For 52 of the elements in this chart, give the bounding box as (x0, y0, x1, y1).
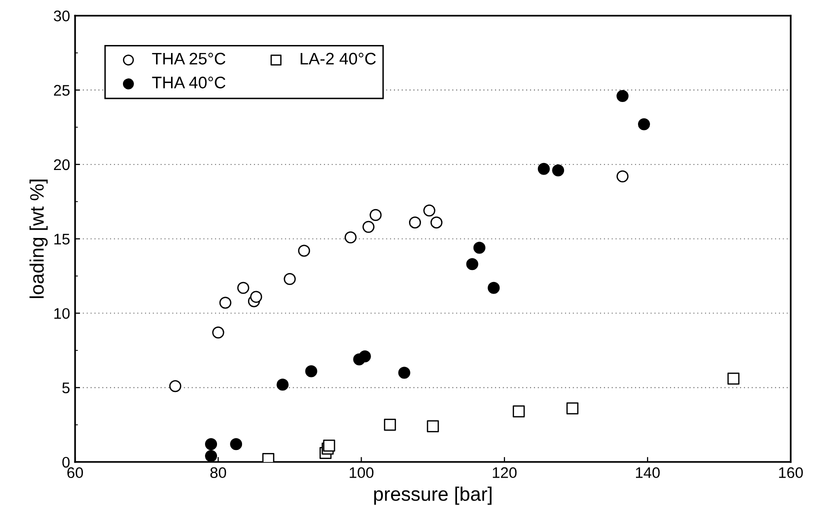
y-axis-title: loading [wt %] (30, 180, 48, 298)
point (638, 118, 650, 130)
x-tick-label: 60 (67, 467, 83, 478)
point (616, 170, 629, 182)
x-tick-label: 160 (779, 467, 803, 478)
point (423, 204, 436, 217)
point (205, 438, 218, 450)
y-tick-label: 15 (54, 234, 70, 244)
x-tick-label: 100 (350, 467, 374, 478)
point (488, 282, 500, 294)
point (212, 326, 224, 339)
x-tick-label: 140 (636, 467, 660, 478)
legend-label: THA 40°C (152, 76, 226, 88)
point (358, 350, 371, 362)
point (219, 296, 232, 309)
point (466, 258, 478, 270)
point (473, 242, 486, 254)
point (205, 450, 218, 462)
point (250, 290, 262, 303)
y-tick-label: 0 (62, 456, 70, 468)
point (538, 162, 550, 175)
point (169, 380, 182, 392)
point (566, 402, 578, 414)
x-tick-label: 80 (210, 467, 226, 478)
point (430, 216, 442, 228)
point (276, 378, 289, 391)
point (305, 365, 318, 378)
y-tick-label: 20 (54, 159, 70, 170)
point (298, 244, 310, 257)
point (344, 231, 357, 244)
point (370, 209, 382, 222)
point (727, 372, 740, 385)
point (284, 272, 296, 285)
y-tick-label: 5 (62, 382, 70, 394)
point (230, 438, 242, 450)
y-tick-label: 25 (54, 84, 70, 96)
legend-label: THA 25°C (152, 52, 226, 65)
legend-label: LA-2 40°C (300, 52, 376, 65)
y-tick-label: 30 (54, 10, 70, 22)
point (384, 418, 396, 431)
point (323, 440, 336, 452)
point (616, 90, 629, 102)
point (426, 420, 439, 432)
point (362, 220, 374, 233)
x-axis-title: pressure [bar] (374, 486, 492, 505)
point (237, 282, 250, 294)
point (512, 405, 525, 418)
point (552, 164, 564, 176)
y-tick-label: 10 (54, 308, 70, 319)
x-tick-label: 120 (492, 467, 517, 478)
point (398, 366, 410, 379)
point (408, 216, 421, 228)
